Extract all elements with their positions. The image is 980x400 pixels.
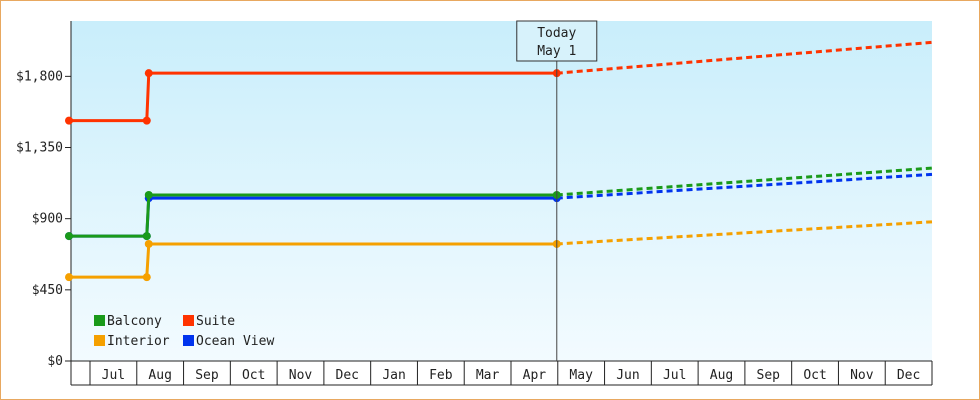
plot-area <box>71 21 932 361</box>
month-label: Aug <box>148 368 171 383</box>
series-layer <box>65 40 933 282</box>
month-label: Apr <box>523 368 547 383</box>
month-label: Jun <box>616 368 639 383</box>
month-label: Oct <box>803 368 826 383</box>
month-label: Feb <box>429 368 453 383</box>
y-tick-label: $1,800 <box>16 69 63 84</box>
forecast-line <box>556 166 933 197</box>
data-point <box>144 69 153 78</box>
legend-swatch <box>94 315 105 326</box>
series-interior <box>65 220 933 282</box>
data-point <box>144 190 153 199</box>
y-tick-label: $450 <box>32 283 63 298</box>
month-label: Sep <box>757 368 781 383</box>
actual-line <box>69 71 557 123</box>
series-suite <box>65 40 933 125</box>
today-callout <box>516 20 598 62</box>
month-label: Aug <box>710 368 733 383</box>
legend-label: Suite <box>196 314 235 329</box>
y-tick-label: $900 <box>32 212 63 227</box>
month-label: Nov <box>850 368 874 383</box>
month-label: Jul <box>663 368 686 383</box>
legend-label: Ocean View <box>196 334 274 349</box>
month-label: Dec <box>897 368 920 383</box>
month-label: Mar <box>476 368 500 383</box>
data-point <box>142 116 151 125</box>
forecast-line <box>556 172 933 200</box>
month-label: Nov <box>289 368 313 383</box>
x-axis: Jul Aug Sep Oct Nov Dec Jan Feb Mar Apr May Jun Jul A… <box>71 360 933 386</box>
data-point <box>65 273 73 282</box>
legend: Balcony Suite Interior Ocean View <box>94 314 274 349</box>
month-label: Jan <box>382 368 405 383</box>
today-marker: Today May 1 <box>516 20 598 361</box>
legend-swatch <box>183 335 194 346</box>
today-date: May 1 <box>537 44 576 59</box>
legend-swatch <box>183 315 194 326</box>
data-point <box>144 239 153 248</box>
data-point <box>65 232 73 241</box>
month-label: May <box>569 368 593 383</box>
month-label: Oct <box>242 368 265 383</box>
data-point <box>142 232 151 241</box>
legend-label: Balcony <box>107 314 162 329</box>
month-label: Sep <box>195 368 219 383</box>
forecast-line <box>556 40 933 75</box>
actual-line <box>69 193 557 238</box>
legend-swatch <box>94 335 105 346</box>
y-tick-label: $1,350 <box>16 141 63 156</box>
today-label: Today <box>537 26 576 41</box>
legend-label: Interior <box>107 334 170 349</box>
data-point <box>65 116 73 125</box>
y-axis: $0 $450 $900 $1,350 $1,800 <box>16 21 72 385</box>
data-point <box>142 273 151 282</box>
actual-line <box>69 242 557 279</box>
forecast-line <box>556 220 933 246</box>
y-tick-label: $0 <box>47 354 63 369</box>
month-label: Jul <box>102 368 125 383</box>
month-label: Dec <box>336 368 359 383</box>
